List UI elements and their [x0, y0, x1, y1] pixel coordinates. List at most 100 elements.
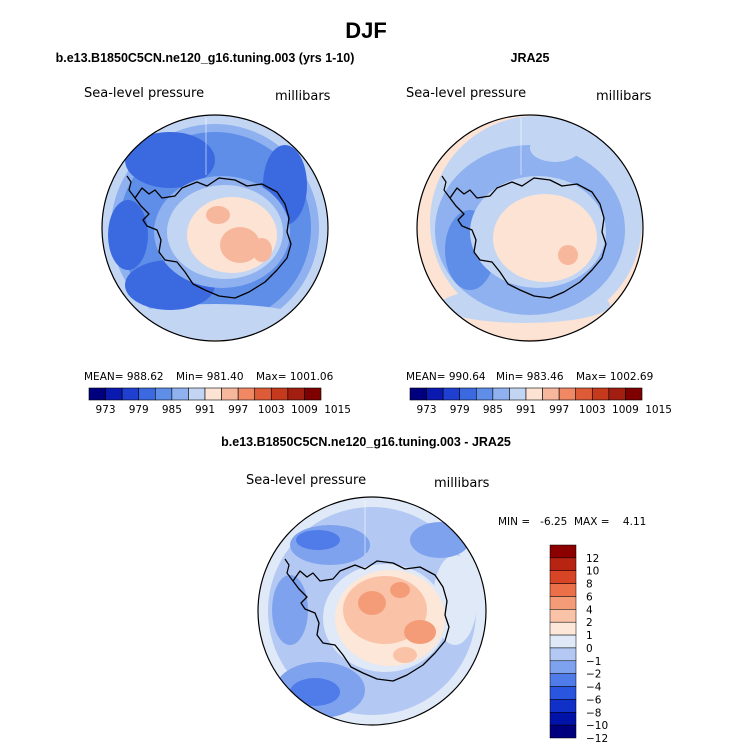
colorbar-ticks: 973 979 985 991 997 1003 1009 1015 — [417, 404, 672, 416]
colorbar — [88, 387, 322, 401]
colorbar-swatch — [549, 570, 577, 584]
units-label: millibars — [434, 476, 490, 491]
colorbar — [549, 544, 577, 739]
colorbar-swatch — [549, 557, 577, 571]
units-label: millibars — [275, 89, 331, 104]
colorbar-swatch — [525, 387, 543, 401]
colorbar-tick-label: 997 — [228, 404, 248, 416]
colorbar-tick-label: 1 — [586, 630, 593, 642]
colorbar-tick-label: 991 — [195, 404, 215, 416]
colorbar-tick-label: 973 — [417, 404, 437, 416]
colorbar-tick-label: 10 — [586, 566, 599, 578]
colorbar-tick-label: −1 — [586, 656, 601, 668]
page-title: DJF — [345, 18, 387, 43]
colorbar-swatch — [254, 387, 272, 401]
colorbar-swatch — [138, 387, 156, 401]
colorbar-swatch — [426, 387, 444, 401]
colorbar-tick-label: −10 — [586, 720, 608, 732]
panel-title: b.e13.B1850C5CN.ne120_g16.tuning.003 (yr… — [56, 51, 355, 65]
colorbar-swatch — [608, 387, 626, 401]
stat-max: Max= 1002.69 — [576, 371, 653, 383]
colorbar-tick-label: 2 — [586, 617, 593, 629]
colorbar-swatch — [549, 609, 577, 623]
colorbar-tick-label: 979 — [129, 404, 149, 416]
variable-label: Sea-level pressure — [406, 86, 526, 101]
colorbar-swatch — [270, 387, 289, 401]
variable-label: Sea-level pressure — [84, 86, 204, 101]
colorbar-swatch — [549, 544, 577, 559]
colorbar-swatch — [442, 387, 461, 401]
colorbar-swatch — [188, 387, 206, 401]
units-label: millibars — [596, 89, 652, 104]
colorbar-tick-label: 0 — [586, 643, 593, 655]
colorbar-tick-label: 1015 — [645, 404, 672, 416]
variable-label: Sea-level pressure — [246, 473, 366, 488]
colorbar-swatch — [492, 387, 510, 401]
panel-title: b.e13.B1850C5CN.ne120_g16.tuning.003 - J… — [221, 435, 511, 449]
colorbar-swatch — [171, 387, 189, 401]
colorbar-swatch — [549, 712, 577, 726]
stat-max: Max= 1001.06 — [256, 371, 334, 383]
colorbar-swatch — [625, 387, 643, 401]
colorbar-swatch — [549, 634, 577, 649]
colorbar-swatch — [549, 583, 577, 597]
colorbar-swatch — [154, 387, 173, 401]
panel-diff: b.e13.B1850C5CN.ne120_g16.tuning.003 - J… — [221, 435, 646, 745]
colorbar-tick-label: −6 — [586, 694, 602, 706]
colorbar-tick-label: 997 — [549, 404, 569, 416]
stat-mean: MEAN= 988.62 — [84, 371, 164, 383]
colorbar-tick-label: −2 — [586, 669, 601, 681]
colorbar-swatch — [549, 660, 577, 674]
colorbar-tick-label: 12 — [586, 553, 599, 565]
panel-obs: JRA25 Sea-level pressure millibars MEAN=… — [406, 51, 672, 416]
colorbar-swatch — [549, 647, 577, 662]
colorbar-swatch — [459, 387, 477, 401]
colorbar-swatch — [88, 387, 106, 401]
polar-map — [258, 497, 486, 725]
colorbar-swatch — [575, 387, 593, 401]
diff-minmax: MIN = -6.25 MAX = 4.11 — [498, 516, 646, 528]
colorbar-tick-label: 1003 — [579, 404, 606, 416]
colorbar-tick-label: −8 — [586, 707, 601, 719]
colorbar-swatch — [105, 387, 123, 401]
colorbar-swatch — [409, 387, 427, 401]
colorbar-tick-label: 985 — [483, 404, 503, 416]
colorbar-swatch — [549, 724, 577, 739]
map-border — [101, 114, 329, 342]
polar-map — [102, 115, 328, 341]
colorbar-tick-label: 1015 — [324, 404, 351, 416]
colorbar — [409, 387, 643, 401]
colorbar-swatch — [237, 387, 256, 401]
colorbar-swatch — [204, 387, 222, 401]
colorbar-swatch — [287, 387, 305, 401]
colorbar-tick-label: −12 — [586, 733, 608, 745]
colorbar-swatch — [549, 596, 577, 610]
colorbar-tick-label: 1003 — [258, 404, 285, 416]
map-border — [416, 114, 644, 342]
colorbar-swatch — [549, 699, 577, 713]
colorbar-swatch — [509, 387, 527, 401]
colorbar-tick-label: 8 — [586, 579, 593, 591]
colorbar-tick-label: 1009 — [291, 404, 318, 416]
colorbar-tick-label: 4 — [586, 604, 593, 616]
colorbar-tick-label: 991 — [516, 404, 536, 416]
stat-mean: MEAN= 990.64 — [406, 371, 486, 383]
colorbar-swatch — [121, 387, 140, 401]
panel-model: b.e13.B1850C5CN.ne120_g16.tuning.003 (yr… — [56, 51, 355, 416]
colorbar-swatch — [558, 387, 577, 401]
stat-min: Min= 981.40 — [176, 371, 244, 383]
colorbar-swatch — [475, 387, 494, 401]
colorbar-swatch — [591, 387, 610, 401]
colorbar-ticks: 973 979 985 991 997 1003 1009 1015 — [96, 404, 351, 416]
colorbar-tick-label: 973 — [96, 404, 116, 416]
map-border — [257, 496, 487, 726]
colorbar-tick-label: −4 — [586, 682, 602, 694]
colorbar-swatch — [304, 387, 322, 401]
colorbar-swatch — [221, 387, 239, 401]
colorbar-swatch — [549, 686, 577, 700]
colorbar-swatch — [549, 621, 577, 636]
colorbar-tick-label: 6 — [586, 591, 593, 603]
colorbar-swatch — [549, 673, 577, 687]
